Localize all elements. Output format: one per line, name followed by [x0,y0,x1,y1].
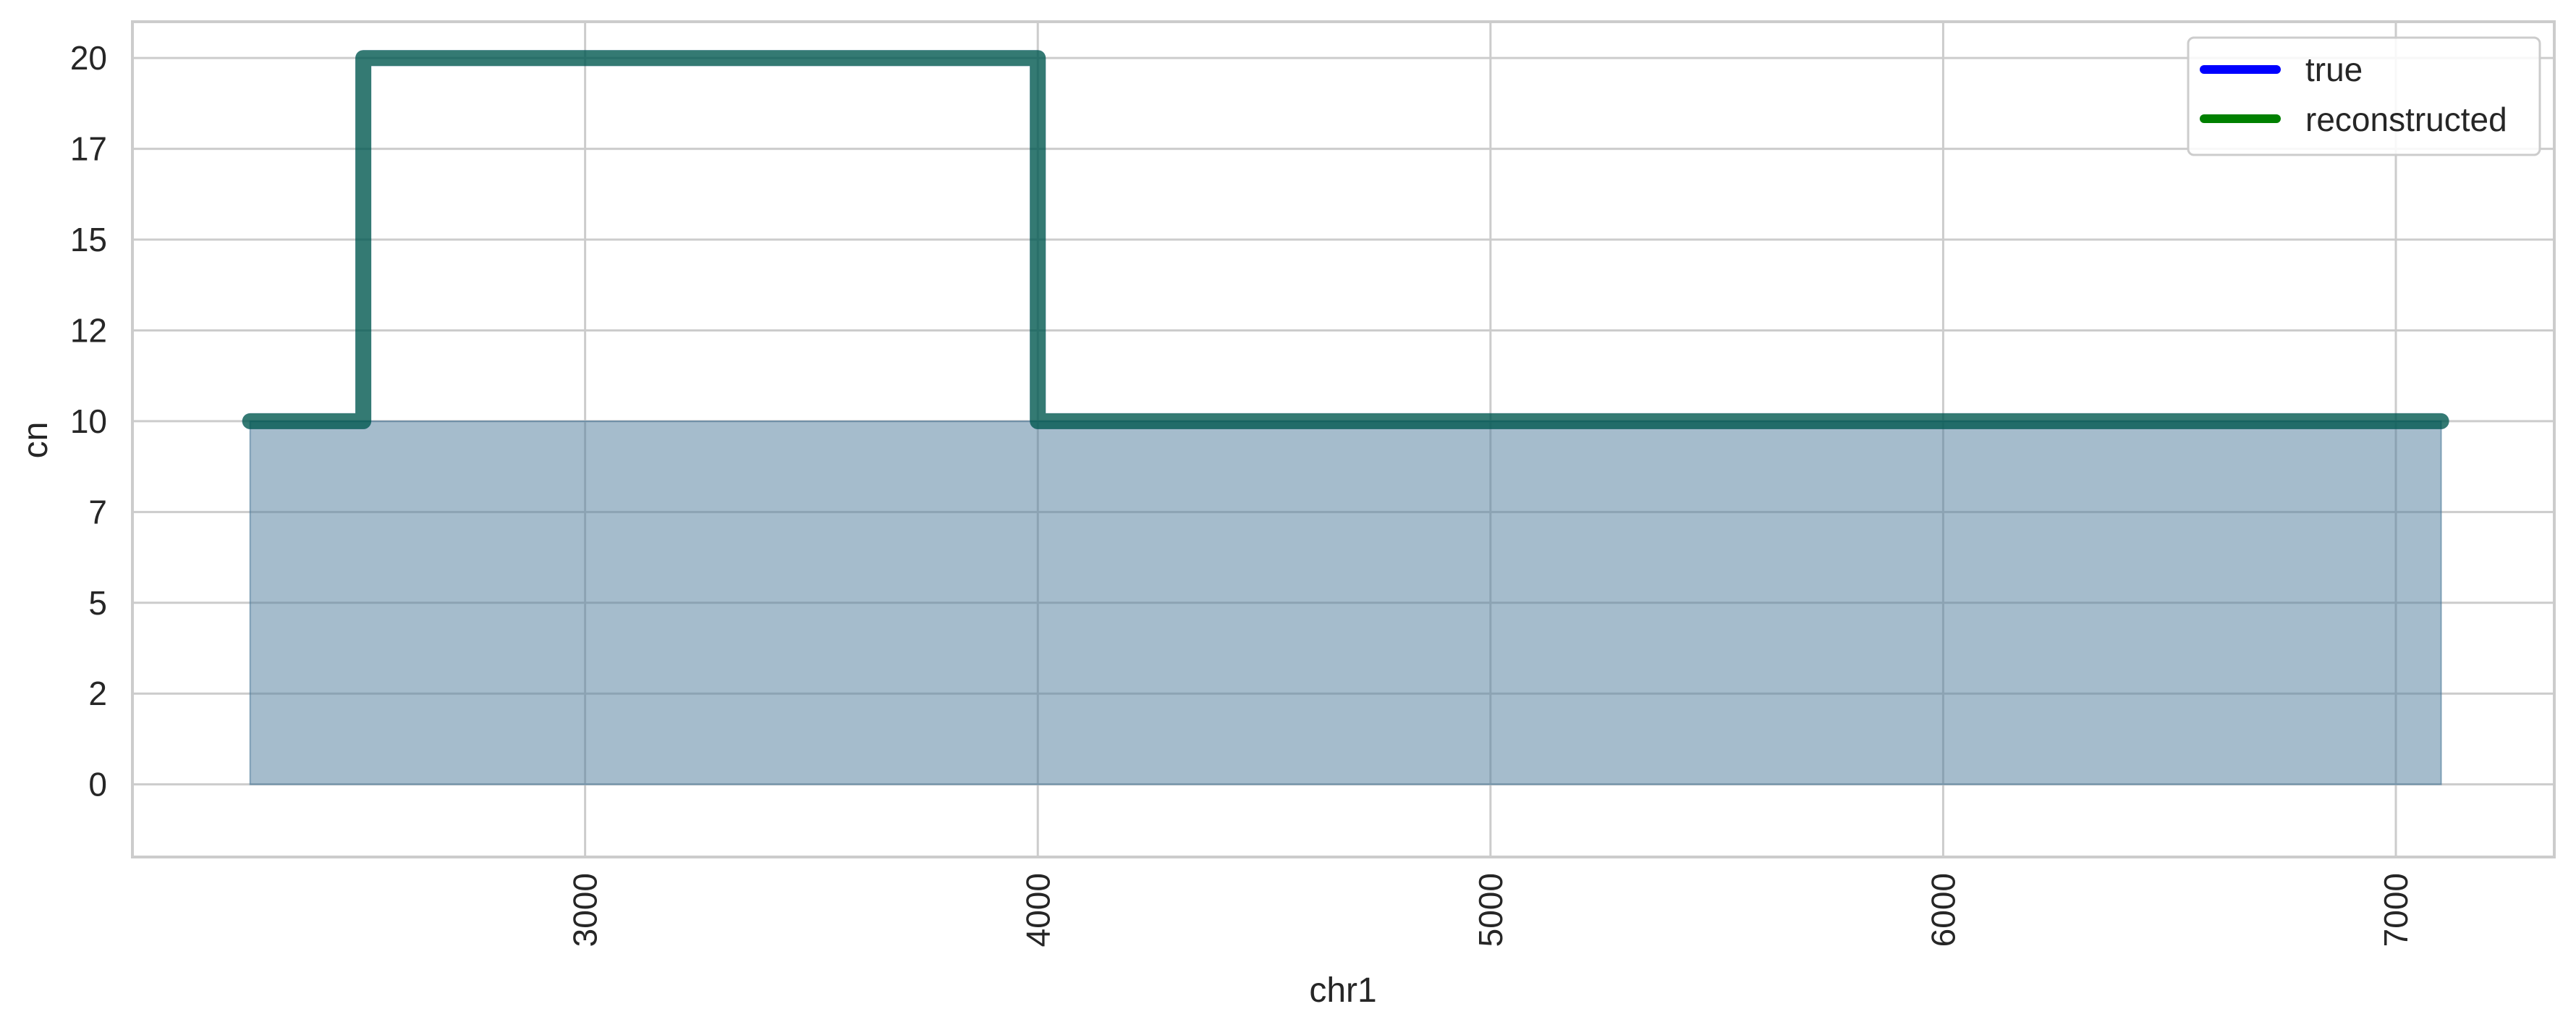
y-tick-label: 12 [70,311,107,349]
y-tick-label: 20 [70,39,107,77]
y-tick-label: 10 [70,402,107,440]
y-axis-label: cn [17,422,55,459]
plot-frame [131,20,2556,858]
x-tick-labels: 3000 4000 5000 6000 7000 [567,873,2415,947]
y-tick-label: 5 [88,584,107,622]
y-tick-label: 17 [70,130,107,168]
y-tick-labels: 0 2 5 7 10 12 15 17 20 [70,39,107,803]
x-axis-label: chr1 [1309,971,1376,1010]
y-tick-label: 2 [88,675,107,712]
area-fill-layer [249,420,2442,785]
x-tick-label: 6000 [1925,873,1962,947]
series-line-reconstructed [242,50,2449,429]
x-tick-label: 5000 [1472,873,1509,947]
y-tick-label: 7 [88,493,107,531]
x-tick-label: 3000 [567,873,604,947]
y-tick-label: 0 [88,766,107,803]
area-fill [249,420,2442,785]
x-tick-label: 4000 [1019,873,1056,947]
legend-label-true: true [2305,51,2363,88]
legend: true reconstructed [2187,36,2541,156]
x-tick-label: 7000 [2377,873,2415,947]
legend-label-reconstructed: reconstructed [2305,101,2507,138]
series-lines-layer [242,50,2449,429]
y-tick-label: 15 [70,221,107,258]
